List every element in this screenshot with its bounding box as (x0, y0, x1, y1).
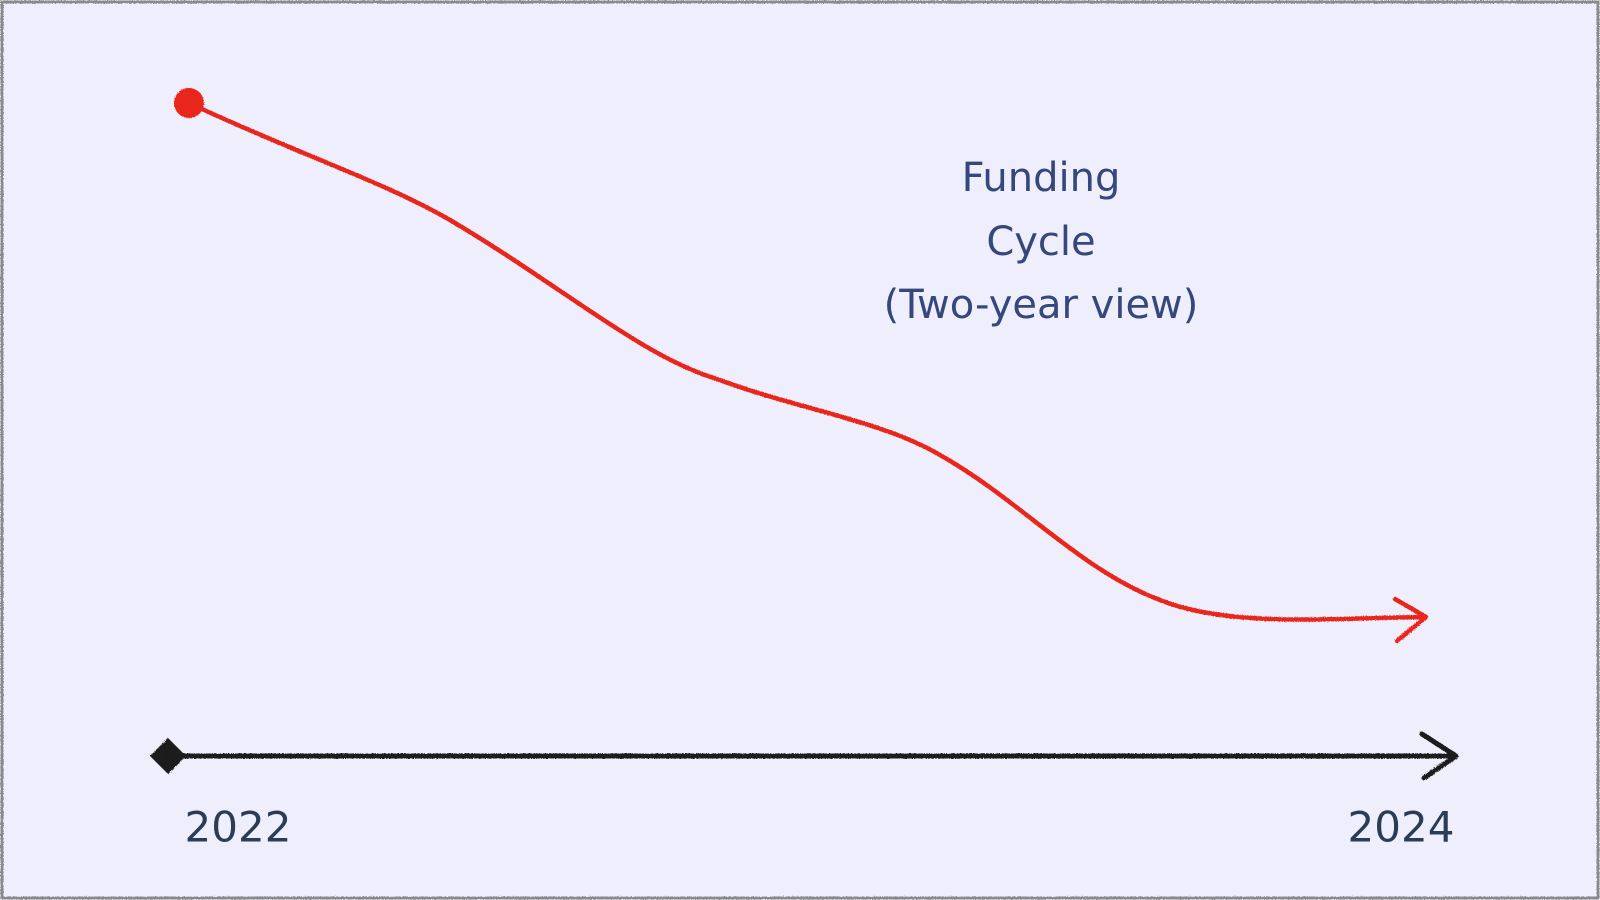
end-year: 2024 (1348, 803, 1455, 852)
annotation-line: Funding (962, 155, 1121, 201)
curve-arrowhead (1392, 596, 1429, 644)
timeline-axis (150, 731, 1459, 781)
trend-curve (174, 88, 1429, 644)
annotation-line: Cycle (986, 219, 1095, 265)
curve (186, 100, 1427, 622)
start-year: 2022 (185, 803, 292, 852)
axis-arrowhead (1419, 731, 1459, 781)
annotation-line: (Two-year view) (884, 282, 1199, 328)
